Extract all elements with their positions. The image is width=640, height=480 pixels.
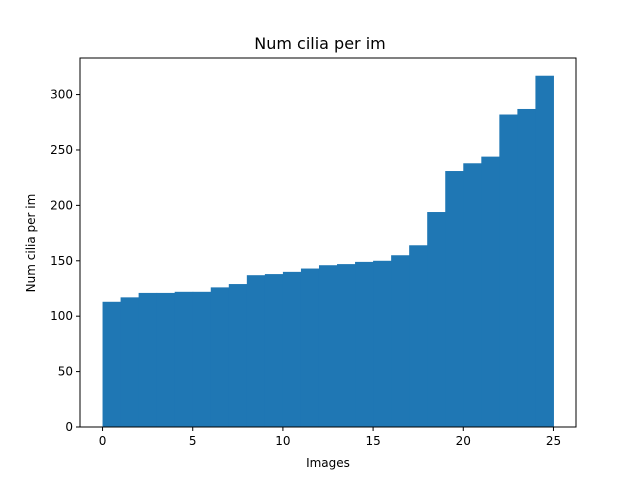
y-axis-label: Num cilia per im [24,194,38,293]
x-tick-label-3: 15 [365,434,380,448]
bar-10 [282,271,302,427]
bar-16 [391,255,410,427]
y-tick-label-0: 0 [65,420,73,434]
bar-3 [156,292,176,427]
bars-group [102,75,554,428]
bar-22 [499,114,518,427]
bar-12 [318,265,338,427]
bar-14 [355,261,374,427]
x-tick-label-1: 5 [189,434,197,448]
x-tick-label-0: 0 [99,434,107,448]
y-tick-label-3: 150 [50,254,73,268]
bar-21 [481,156,500,427]
bar-0 [102,301,122,427]
y-ticks-group: 0 50 100 150 200 250 300 [50,88,80,434]
y-tick-label-6: 300 [50,88,73,102]
bar-18 [427,212,446,427]
bar-17 [409,245,428,427]
bar-9 [264,274,284,427]
bar-5 [192,291,212,427]
bar-2 [138,292,158,427]
y-tick-label-2: 100 [50,309,73,323]
x-ticks-group: 0 5 10 15 20 25 [99,427,561,448]
bar-1 [120,297,140,427]
chart-title: Num cilia per im [254,34,386,53]
x-tick-label-2: 10 [275,434,290,448]
bar-23 [517,108,536,428]
bar-19 [445,171,464,427]
bar-7 [228,284,248,427]
bar-4 [174,291,194,427]
x-tick-label-4: 20 [456,434,471,448]
bar-6 [210,287,230,427]
bar-8 [246,275,266,427]
bar-20 [463,163,482,427]
x-tick-label-5: 25 [546,434,561,448]
y-tick-label-4: 200 [50,198,73,212]
bar-24 [535,75,554,427]
bar-13 [337,264,356,427]
bar-11 [300,268,320,427]
y-tick-label-5: 250 [50,143,73,157]
y-tick-label-1: 50 [58,365,73,379]
plot-frame [79,57,577,428]
x-axis-label: Images [306,456,350,470]
bar-15 [373,260,392,427]
axes-group [79,57,577,428]
